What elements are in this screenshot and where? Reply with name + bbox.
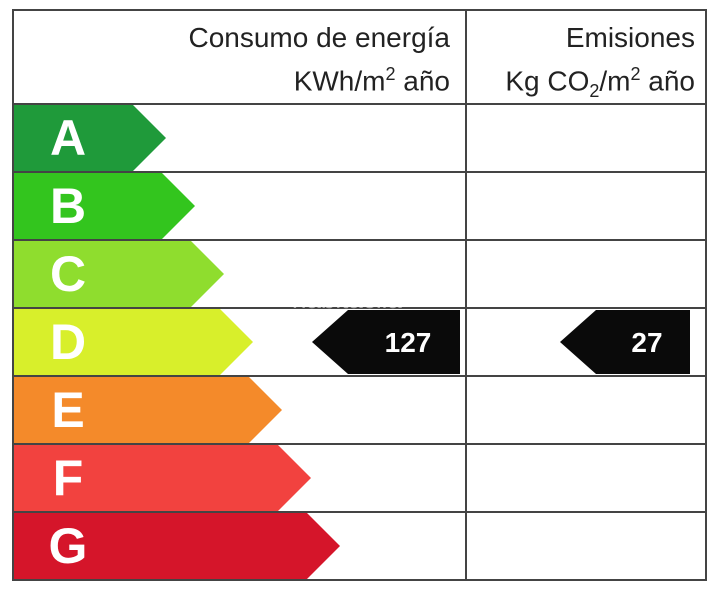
- rating-band-d: [14, 309, 253, 375]
- energy-title: Consumo de energía: [188, 22, 450, 53]
- rating-band-letter: B: [50, 178, 86, 234]
- rating-band-letter: E: [51, 382, 84, 438]
- emissions-rating-marker: [560, 310, 690, 374]
- table-grid: [12, 9, 707, 581]
- emissions-unit-exp: 2: [630, 64, 641, 84]
- energy-consumption-header: Consumo de energía KWh/m2 año: [30, 20, 450, 99]
- rating-band-b: [14, 173, 195, 239]
- energy-rating-marker-value: 127: [385, 327, 432, 358]
- emissions-unit-tail: año: [640, 65, 695, 97]
- rating-band-f: [14, 445, 311, 511]
- rating-band-letter: A: [50, 110, 86, 166]
- emissions-unit-sub: 2: [589, 80, 600, 101]
- energy-unit-base: KWh/m: [293, 65, 386, 97]
- rating-band-e: [14, 377, 282, 443]
- emissions-title: Emisiones: [565, 22, 695, 53]
- energy-unit: KWh/m2 año: [30, 56, 450, 99]
- rating-band-letter: G: [49, 518, 88, 574]
- rating-band-c: [14, 241, 224, 307]
- rating-markers: 127 27: [312, 310, 690, 374]
- energy-unit-tail: año: [395, 65, 450, 97]
- energy-unit-exp: 2: [385, 64, 396, 84]
- rating-band-g: [14, 513, 340, 579]
- rating-band-letter: F: [53, 450, 84, 506]
- emissions-unit-a: Kg CO: [505, 65, 590, 97]
- rating-band-letter: C: [50, 246, 86, 302]
- emissions-header: Emisiones Kg CO2/m2 año: [465, 20, 695, 109]
- rating-band-a: [14, 105, 166, 171]
- emissions-rating-marker-value: 27: [631, 327, 662, 358]
- emissions-unit: Kg CO2/m2 año: [465, 56, 695, 109]
- emissions-unit-b: /m: [599, 65, 631, 97]
- energy-rating-marker: [312, 310, 460, 374]
- rating-band-letter: D: [50, 314, 86, 370]
